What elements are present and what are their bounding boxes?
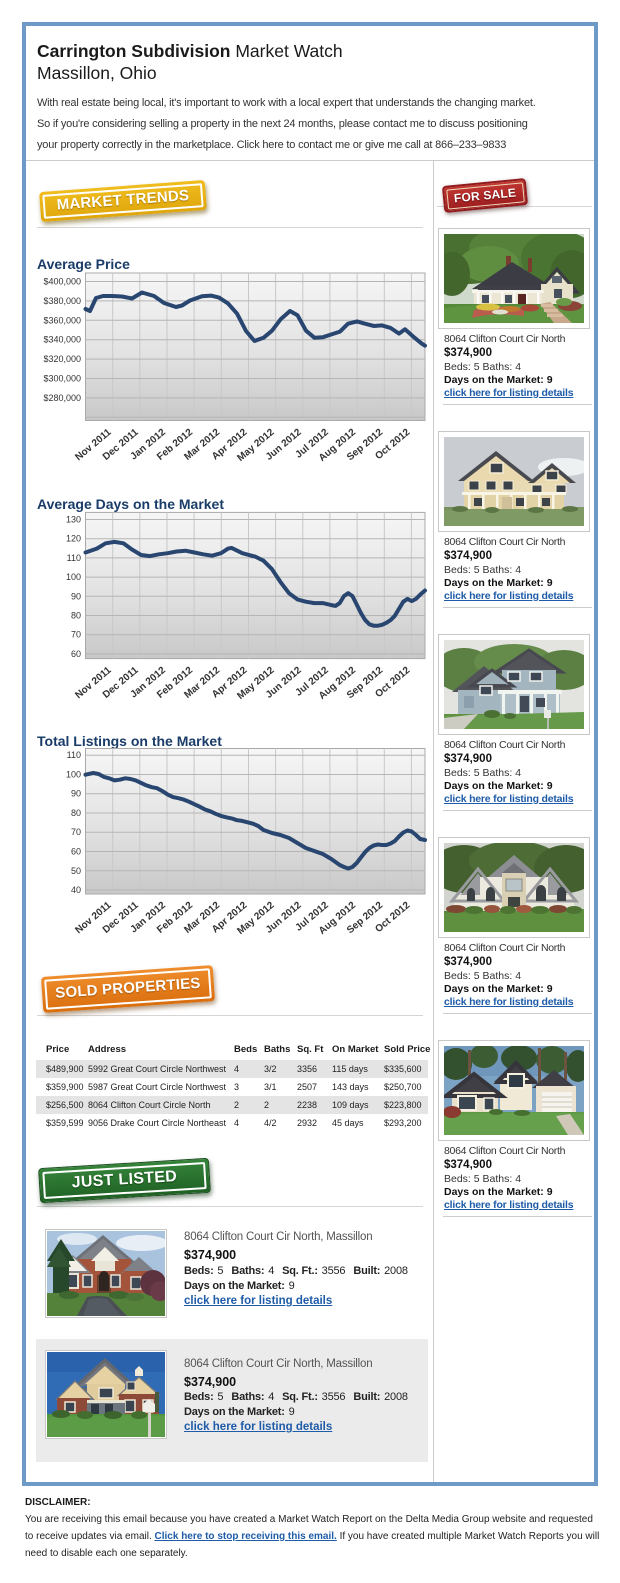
svg-text:80: 80 xyxy=(71,808,81,818)
svg-text:50: 50 xyxy=(71,866,81,876)
svg-text:$360,000: $360,000 xyxy=(43,315,81,325)
svg-text:$380,000: $380,000 xyxy=(43,296,81,306)
svg-text:120: 120 xyxy=(66,534,81,544)
svg-text:$300,000: $300,000 xyxy=(43,374,81,384)
svg-text:110: 110 xyxy=(67,750,81,760)
svg-text:60: 60 xyxy=(71,847,81,857)
svg-text:60: 60 xyxy=(71,649,81,659)
svg-text:70: 70 xyxy=(71,630,81,640)
svg-text:80: 80 xyxy=(71,611,81,621)
svg-text:100: 100 xyxy=(66,770,81,780)
svg-text:$340,000: $340,000 xyxy=(43,335,81,345)
svg-text:100: 100 xyxy=(66,572,81,582)
svg-text:40: 40 xyxy=(71,885,81,895)
svg-text:$320,000: $320,000 xyxy=(43,354,81,364)
svg-text:110: 110 xyxy=(67,553,81,563)
svg-text:130: 130 xyxy=(66,515,81,525)
svg-text:90: 90 xyxy=(71,591,81,601)
svg-text:70: 70 xyxy=(71,827,81,837)
svg-text:$280,000: $280,000 xyxy=(43,393,81,403)
svg-text:$400,000: $400,000 xyxy=(43,277,81,287)
svg-text:90: 90 xyxy=(71,789,81,799)
